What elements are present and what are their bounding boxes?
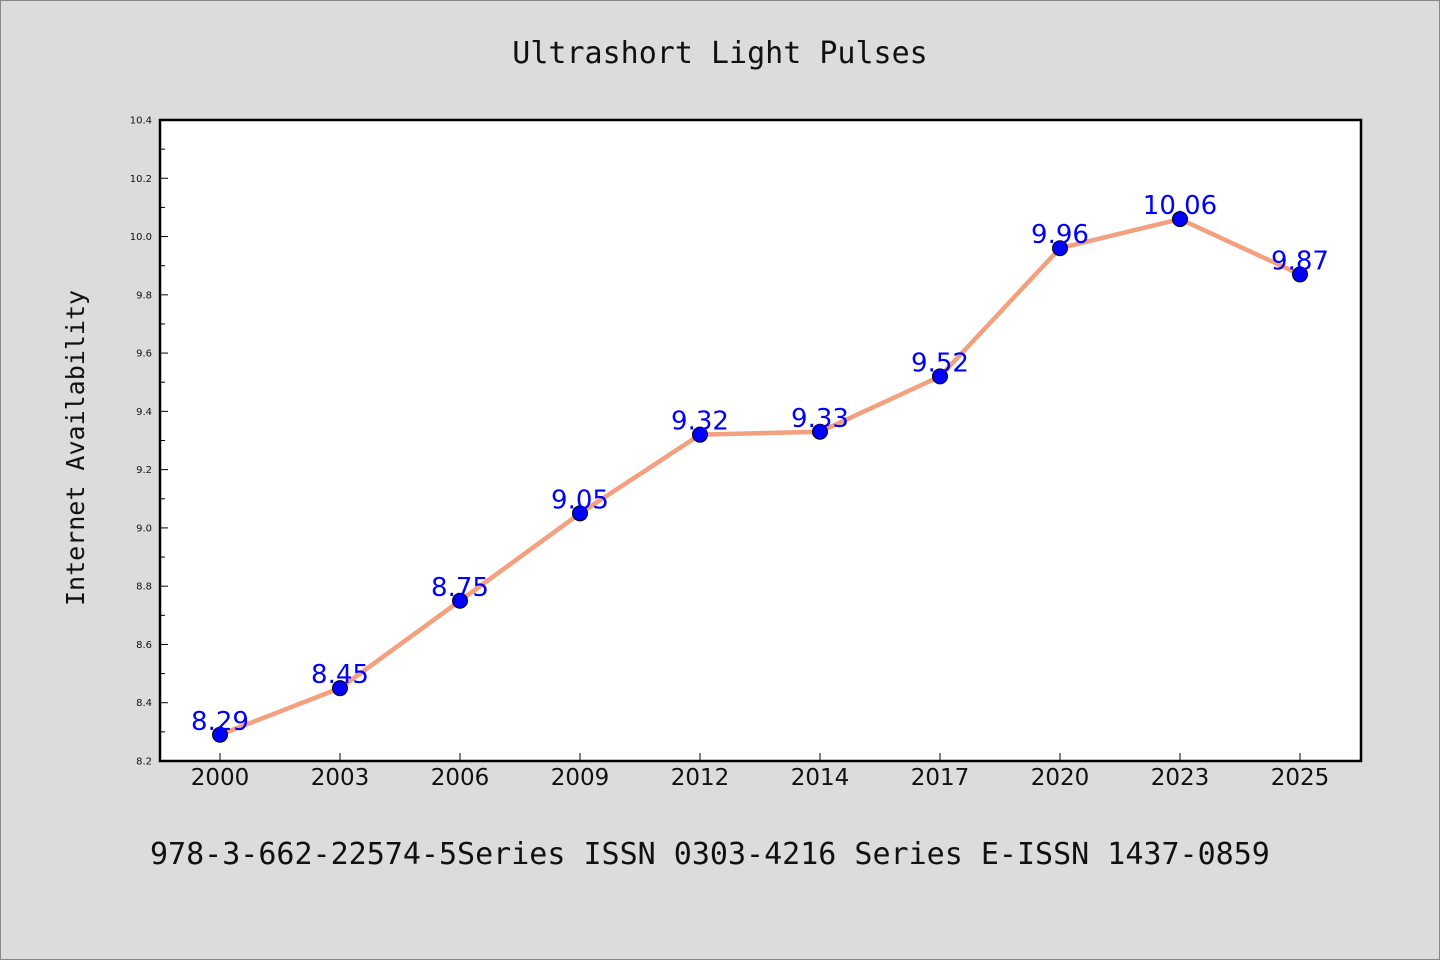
data-point — [452, 592, 468, 609]
x-tick-label: 2003 — [311, 765, 370, 791]
series-line — [219, 216, 1301, 737]
y-tick-label: 9.6 — [136, 349, 152, 360]
data-markers — [212, 211, 1308, 743]
data-label: 9.33 — [791, 404, 849, 434]
y-tick-label: 10.2 — [130, 174, 152, 185]
y-tick-label: 9.4 — [136, 407, 152, 418]
data-label: 8.45 — [311, 660, 369, 690]
x-tick-label: 2025 — [1271, 765, 1330, 791]
data-label: 10.06 — [1143, 191, 1217, 221]
y-tick-label: 9.8 — [136, 290, 152, 301]
data-point — [812, 423, 828, 440]
x-tick-label: 2012 — [671, 765, 730, 791]
plot-area — [158, 118, 1363, 763]
x-tick-label: 2017 — [911, 765, 970, 791]
y-tick-label: 10.4 — [130, 116, 152, 127]
footer-isbn-text: 978-3-662-22574-5Series ISSN 0303-4216 S… — [150, 837, 1270, 872]
data-label: 9.32 — [671, 407, 729, 437]
data-label: 8.75 — [431, 573, 489, 603]
data-label: 9.05 — [551, 485, 609, 515]
data-label: 9.52 — [911, 348, 969, 378]
data-label: 9.87 — [1271, 246, 1329, 276]
y-tick-label: 10.0 — [130, 232, 152, 243]
x-tick-label: 2009 — [551, 765, 610, 791]
x-tick-label: 2023 — [1151, 765, 1210, 791]
y-tick-label: 9.0 — [136, 523, 152, 534]
data-label: 9.96 — [1031, 220, 1089, 250]
data-point — [212, 726, 228, 743]
y-tick-label: 8.4 — [136, 698, 152, 709]
data-labels: 8.29 8.45 8.75 9.05 9.32 9.33 9.52 9.96 10.06 9.8… — [191, 191, 1329, 737]
x-tick-label: 2014 — [791, 765, 850, 791]
data-point — [1172, 211, 1188, 228]
data-point — [692, 426, 708, 443]
y-axis-label: Internet Availability — [61, 290, 90, 606]
y-tick-label: 9.2 — [136, 465, 152, 476]
data-point — [572, 505, 588, 522]
y-tick-label: 8.6 — [136, 640, 152, 651]
data-point — [1052, 240, 1068, 257]
data-point — [932, 368, 948, 385]
data-point — [1292, 266, 1308, 283]
data-label: 8.29 — [191, 707, 249, 737]
y-tick-label: 8.2 — [136, 757, 152, 768]
y-tick-label: 8.8 — [136, 582, 152, 593]
x-tick-label: 2006 — [431, 765, 490, 791]
chart-title: Ultrashort Light Pulses — [512, 36, 927, 71]
y-axis: 8.2 8.4 8.6 8.8 9.0 9.2 9.4 9.6 9.8 10.0 10.2 10.4 — [130, 116, 168, 768]
data-point — [332, 680, 348, 697]
x-tick-label: 2000 — [191, 765, 250, 791]
x-axis: 2000 2003 2006 2009 2012 2014 2017 2020 2023 2025 — [191, 753, 1330, 791]
x-tick-label: 2020 — [1031, 765, 1090, 791]
